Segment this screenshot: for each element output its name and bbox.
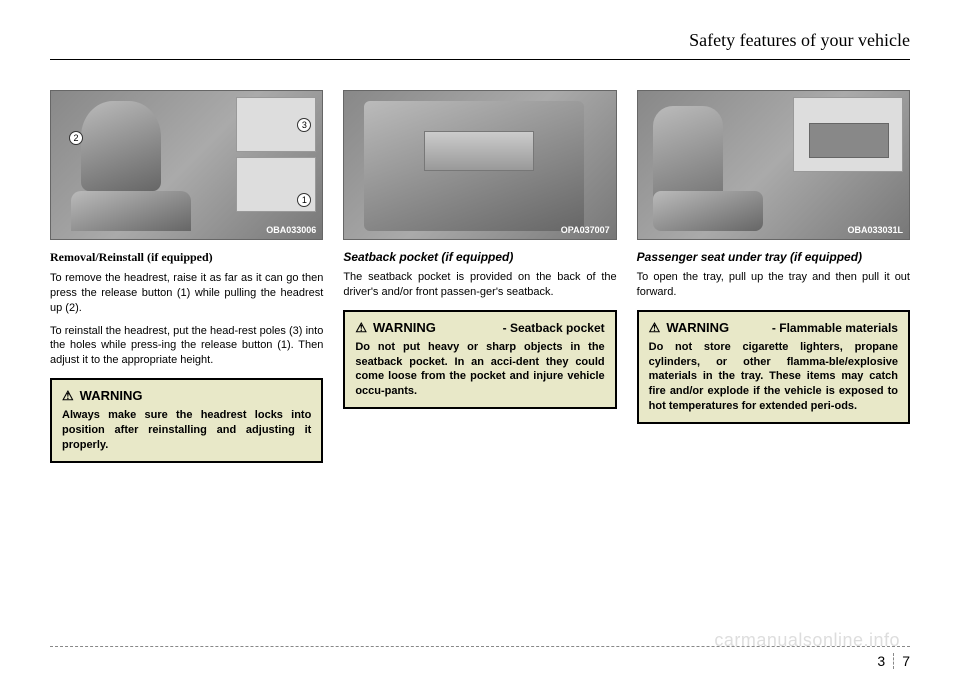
figure-label: OBA033031L (847, 225, 903, 235)
section-title-tray: Passenger seat under tray (if equipped) (637, 250, 910, 264)
callout-2: 2 (69, 131, 83, 145)
warning-body: Do not put heavy or sharp objects in the… (355, 340, 604, 399)
warning-sub: - Seatback pocket (442, 321, 605, 335)
warning-label: WARNING (80, 388, 143, 403)
callout-3: 3 (297, 118, 311, 132)
warning-box: ⚠ WARNING - Seatback pocket Do not put h… (343, 310, 616, 409)
warning-label: WARNING (373, 320, 436, 335)
page: Safety features of your vehicle 3 1 2 OB… (0, 0, 960, 689)
headrest-shape (81, 101, 161, 191)
inset-tray (793, 97, 903, 172)
paragraph: To open the tray, pull up the tray and t… (637, 270, 910, 300)
section-title-removal: Removal/Reinstall (if equipped) (50, 250, 323, 265)
figure-seatback-pocket: OPA037007 (343, 90, 616, 240)
paragraph: The seatback pocket is provided on the b… (343, 270, 616, 300)
warning-icon: ⚠ (355, 320, 367, 336)
warning-title: ⚠ WARNING - Flammable materials (649, 320, 898, 336)
paragraph: To reinstall the headrest, put the head-… (50, 324, 323, 369)
warning-label: WARNING (666, 320, 729, 335)
warning-body: Always make sure the headrest locks into… (62, 408, 311, 453)
warning-icon: ⚠ (62, 388, 74, 404)
inset-top: 3 (236, 97, 316, 152)
warning-title: ⚠ WARNING (62, 388, 311, 404)
column-1: 3 1 2 OBA033006 Removal/Reinstall (if eq… (50, 90, 323, 463)
callout-1: 1 (297, 193, 311, 207)
page-header: Safety features of your vehicle (50, 30, 910, 60)
paragraph: To remove the headrest, raise it as far … (50, 271, 323, 316)
section-number: 3 (877, 653, 894, 669)
column-2: OPA037007 Seatback pocket (if equipped) … (343, 90, 616, 463)
figure-label: OPA037007 (561, 225, 610, 235)
warning-sub: - Flammable materials (735, 321, 898, 335)
page-number-value: 7 (902, 653, 910, 669)
warning-box: ⚠ WARNING - Flammable materials Do not s… (637, 310, 910, 424)
warning-body: Do not store cigarette lighters, propane… (649, 340, 898, 414)
warning-title: ⚠ WARNING - Seatback pocket (355, 320, 604, 336)
warning-box: ⚠ WARNING Always make sure the headrest … (50, 378, 323, 463)
seat-cushion-shape (653, 191, 763, 231)
content-columns: 3 1 2 OBA033006 Removal/Reinstall (if eq… (50, 90, 910, 463)
figure-headrest: 3 1 2 OBA033006 (50, 90, 323, 240)
inset-bottom: 1 (236, 157, 316, 212)
header-title: Safety features of your vehicle (689, 30, 910, 50)
page-footer: 3 7 (50, 646, 910, 669)
tray-shape (809, 123, 889, 158)
figure-seat-tray: OBA033031L (637, 90, 910, 240)
column-3: OBA033031L Passenger seat under tray (if… (637, 90, 910, 463)
figure-label: OBA033006 (266, 225, 316, 235)
section-title-pocket: Seatback pocket (if equipped) (343, 250, 616, 264)
pocket-shape (424, 131, 534, 171)
warning-icon: ⚠ (649, 320, 661, 336)
page-number: 3 7 (877, 653, 910, 669)
seat-top-shape (71, 191, 191, 231)
